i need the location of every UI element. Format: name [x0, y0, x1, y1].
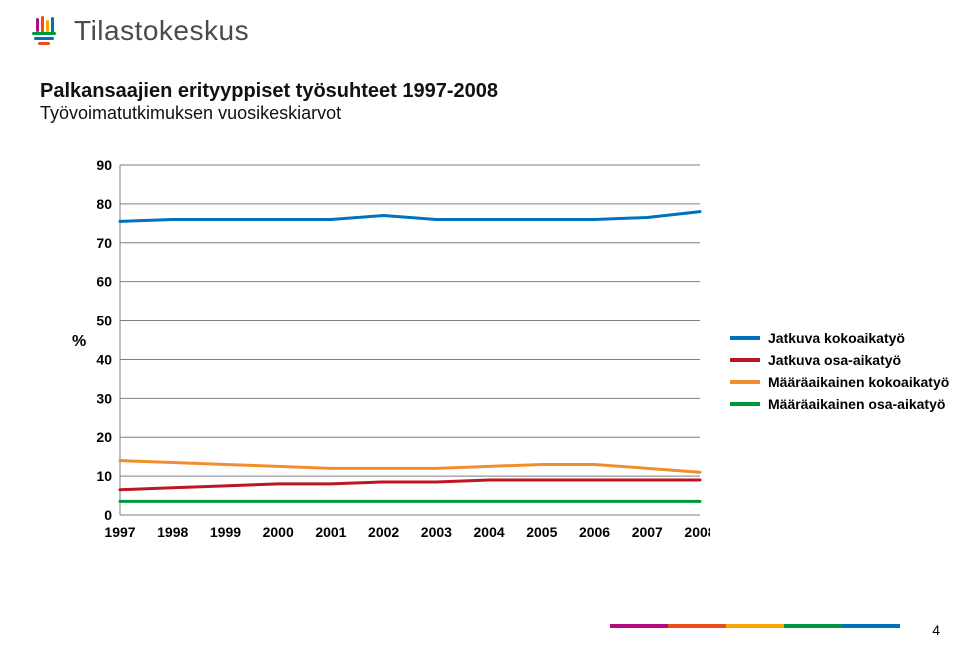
- footer-bar-segment: [668, 624, 726, 628]
- svg-text:20: 20: [96, 429, 112, 445]
- footer-bar: [610, 624, 900, 628]
- legend-swatch: [730, 380, 760, 384]
- svg-text:10: 10: [96, 468, 112, 484]
- header: Tilastokeskus: [30, 14, 249, 48]
- legend-swatch: [730, 402, 760, 406]
- legend-label: Määräaikainen osa-aikatyö: [768, 396, 945, 412]
- legend-label: Jatkuva osa-aikatyö: [768, 352, 901, 368]
- svg-text:1997: 1997: [104, 524, 135, 540]
- svg-text:1999: 1999: [210, 524, 241, 540]
- svg-text:2005: 2005: [526, 524, 557, 540]
- svg-text:90: 90: [96, 157, 112, 173]
- svg-text:40: 40: [96, 351, 112, 367]
- svg-text:2006: 2006: [579, 524, 610, 540]
- svg-text:1998: 1998: [157, 524, 188, 540]
- page-number: 4: [932, 622, 940, 638]
- svg-text:50: 50: [96, 313, 112, 329]
- svg-text:80: 80: [96, 196, 112, 212]
- svg-text:2000: 2000: [263, 524, 294, 540]
- brand-name: Tilastokeskus: [74, 15, 249, 47]
- legend-label: Määräaikainen kokoaikatyö: [768, 374, 949, 390]
- legend-item: Jatkuva kokoaikatyö: [730, 330, 950, 346]
- legend-item: Määräaikainen osa-aikatyö: [730, 396, 950, 412]
- svg-text:2003: 2003: [421, 524, 452, 540]
- legend-swatch: [730, 336, 760, 340]
- footer-bar-segment: [610, 624, 668, 628]
- svg-text:60: 60: [96, 274, 112, 290]
- footer-bar-segment: [784, 624, 842, 628]
- legend-item: Määräaikainen kokoaikatyö: [730, 374, 950, 390]
- legend-label: Jatkuva kokoaikatyö: [768, 330, 905, 346]
- page-subtitle: Työvoimatutkimuksen vuosikeskiarvot: [40, 103, 920, 124]
- svg-text:30: 30: [96, 390, 112, 406]
- page-title: Palkansaajien erityyppiset työsuhteet 19…: [40, 80, 920, 103]
- footer-bar-segment: [842, 624, 900, 628]
- svg-text:2004: 2004: [474, 524, 505, 540]
- svg-text:2001: 2001: [315, 524, 346, 540]
- svg-text:2007: 2007: [632, 524, 663, 540]
- legend: Jatkuva kokoaikatyö Jatkuva osa-aikatyö Mä…: [730, 330, 950, 418]
- svg-text:0: 0: [104, 507, 112, 523]
- svg-text:70: 70: [96, 235, 112, 251]
- svg-text:2002: 2002: [368, 524, 399, 540]
- legend-swatch: [730, 358, 760, 362]
- title-block: Palkansaajien erityyppiset työsuhteet 19…: [40, 80, 920, 124]
- svg-text:2008: 2008: [684, 524, 710, 540]
- chart: 0 10 20 30 40 50 60 70 80 90 1997 1998 1999 2000 2001 2…: [70, 155, 710, 555]
- legend-item: Jatkuva osa-aikatyö: [730, 352, 950, 368]
- logo-icon: [30, 14, 64, 48]
- footer-bar-segment: [726, 624, 784, 628]
- chart-svg: 0 10 20 30 40 50 60 70 80 90 1997 1998 1999 2000 2001 2…: [70, 155, 710, 555]
- svg-text:%: %: [72, 333, 86, 350]
